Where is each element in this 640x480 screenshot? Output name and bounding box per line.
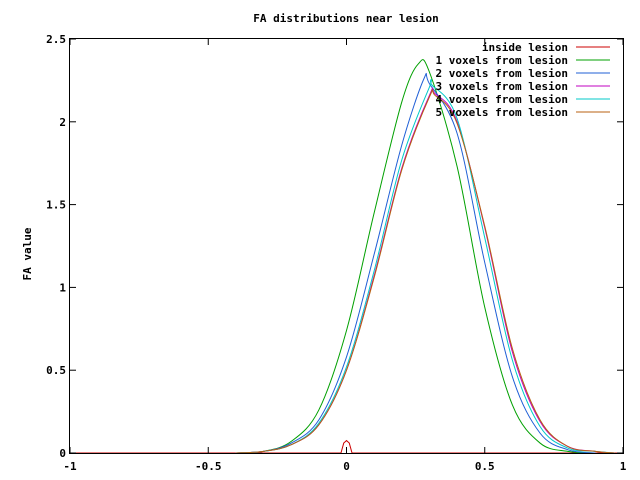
y-tick-label: 0.5 xyxy=(46,364,66,377)
x-tick-label: -0.5 xyxy=(195,460,222,473)
y-tick-label: 1 xyxy=(59,281,66,294)
series-line-2 xyxy=(235,72,596,454)
y-axis-label: FA value xyxy=(21,227,34,280)
x-tick-label: 0 xyxy=(343,460,350,473)
y-tick-label: 1.5 xyxy=(46,199,66,212)
legend-label: 1 voxels from lesion xyxy=(436,54,568,67)
series-line-5 xyxy=(235,89,615,454)
x-tick-label: 0.5 xyxy=(475,460,495,473)
ticks-layer: -1 -0.5 0 0.5 1 0 0.5 1 1.5 2 2.5 xyxy=(46,33,627,473)
chart-title: FA distributions near lesion xyxy=(253,12,438,25)
series-layer xyxy=(70,59,623,454)
legend-label: 2 voxels from lesion xyxy=(436,67,568,80)
y-tick-label: 2 xyxy=(59,116,66,129)
plot-frame xyxy=(69,38,624,454)
legend-label: 5 voxels from lesion xyxy=(436,106,568,119)
legend-label: inside lesion xyxy=(482,41,568,54)
y-tick-label: 2.5 xyxy=(46,33,66,46)
legend-label: 3 voxels from lesion xyxy=(436,80,568,93)
y-tick-label: 0 xyxy=(59,447,66,460)
series-line-1 xyxy=(235,59,596,454)
series-line-3 xyxy=(235,87,615,454)
legend-label: 4 voxels from lesion xyxy=(436,93,568,106)
x-tick-label: -1 xyxy=(63,460,77,473)
series-line-4 xyxy=(235,79,615,454)
x-tick-label: 1 xyxy=(620,460,627,473)
